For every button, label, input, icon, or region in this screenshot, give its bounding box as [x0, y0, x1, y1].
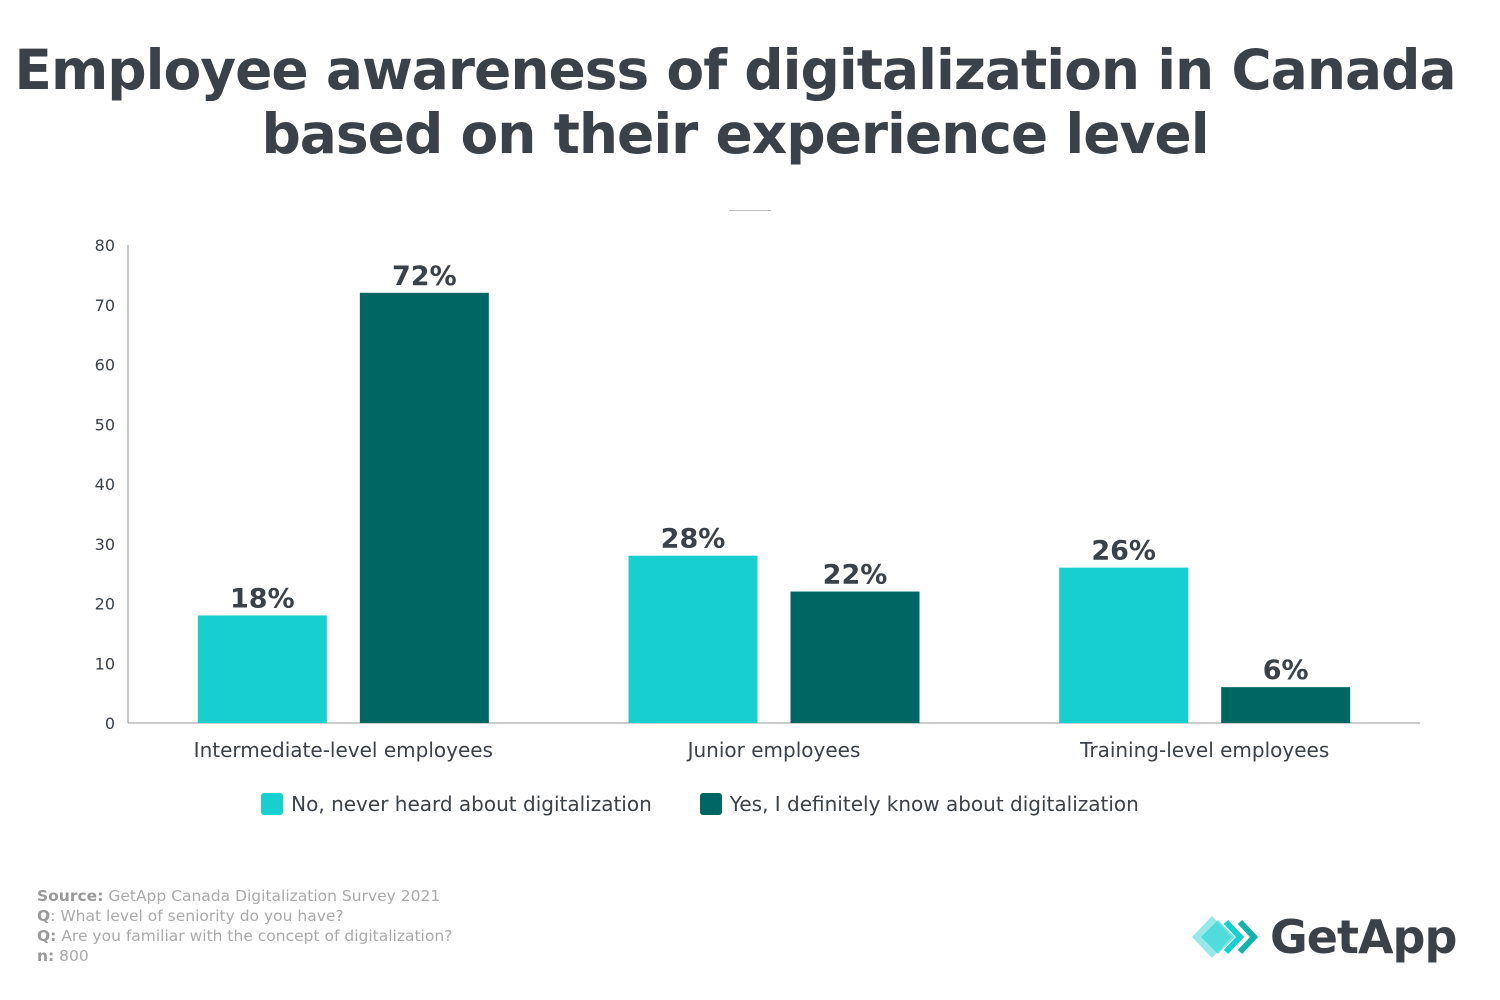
x-tick-label: Training-level employees	[1079, 738, 1329, 762]
source-line: Source: GetApp Canada Digitalization Sur…	[37, 887, 441, 905]
question-1: Q: What level of seniority do you have?	[37, 907, 344, 925]
bar	[359, 292, 489, 723]
data-label: 22%	[823, 560, 888, 591]
footer-notes: Source: GetApp Canada Digitalization Sur…	[37, 886, 452, 966]
sample-size: n: 800	[37, 947, 89, 965]
legend-swatch-yes	[699, 793, 722, 815]
data-label: 18%	[230, 583, 295, 614]
getapp-logo-text: GetApp	[1270, 910, 1457, 964]
y-tick-label: 40	[95, 475, 115, 494]
legend: No, never heard about digitalization Yes…	[0, 792, 1450, 816]
chart-title: Employee awareness of digitalization in …	[14, 38, 1456, 166]
y-tick-label: 20	[95, 595, 115, 614]
bar	[1059, 567, 1189, 723]
y-tick-label: 60	[95, 356, 115, 375]
bar	[197, 615, 327, 723]
divider	[729, 210, 771, 211]
data-label: 6%	[1263, 655, 1309, 686]
bar	[1221, 687, 1351, 723]
bar	[628, 555, 758, 723]
data-label: 28%	[661, 524, 726, 555]
legend-swatch-no	[261, 793, 284, 815]
legend-label-yes: Yes, I definitely know about digitalizat…	[729, 792, 1139, 816]
getapp-logo-icon	[1192, 916, 1259, 958]
legend-label-no: No, never heard about digitalization	[291, 792, 652, 816]
x-tick-label: Intermediate-level employees	[194, 738, 493, 762]
y-tick-label: 70	[95, 296, 115, 315]
bar-chart: 0 10 20 30 40 50 60 70 80 Intermediate-level empl…	[95, 236, 1420, 762]
getapp-logo: GetApp	[1190, 910, 1457, 964]
y-tick-label: 50	[95, 415, 115, 434]
legend-item-no: No, never heard about digitalization	[261, 792, 652, 816]
question-2: Q: Are you familiar with the concept of …	[37, 927, 453, 945]
legend-item-yes: Yes, I definitely know about digitalizat…	[699, 792, 1139, 816]
bar	[790, 591, 920, 723]
y-tick-label: 10	[95, 654, 115, 673]
data-label: 72%	[392, 261, 457, 292]
y-tick-label: 30	[95, 535, 115, 554]
y-tick-label: 0	[105, 714, 115, 733]
x-tick-label: Junior employees	[686, 738, 861, 762]
y-tick-label: 80	[95, 236, 115, 255]
data-label: 26%	[1091, 536, 1156, 567]
